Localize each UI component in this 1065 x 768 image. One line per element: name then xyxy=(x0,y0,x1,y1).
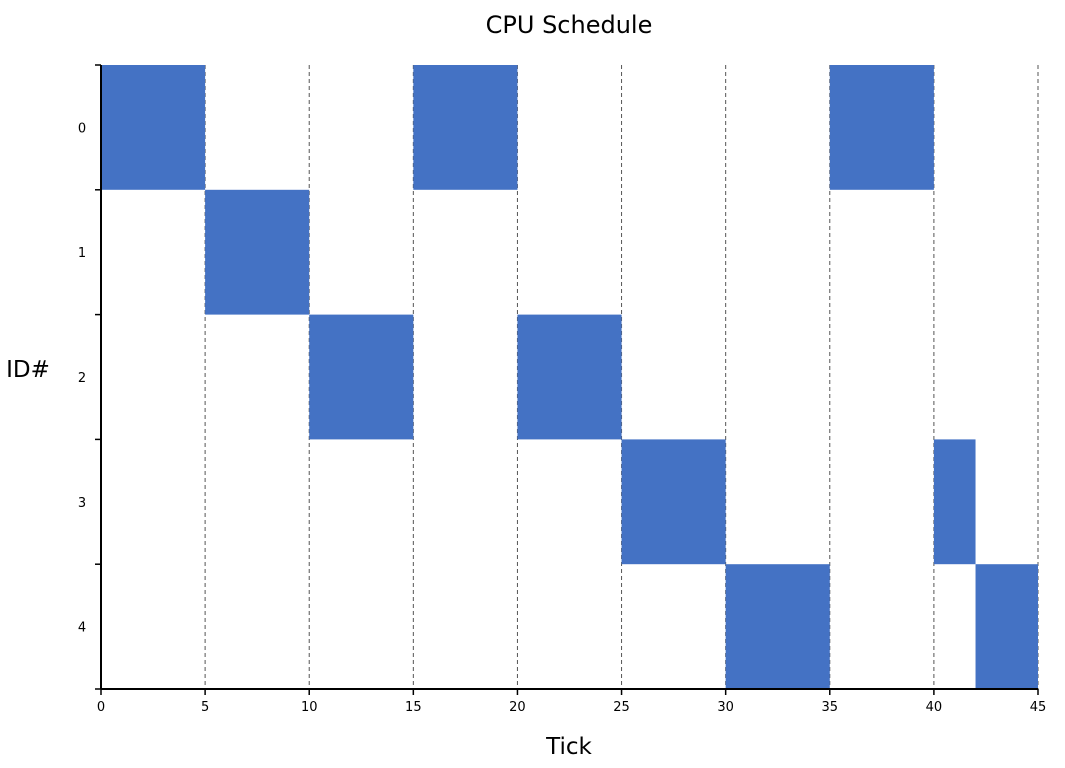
bar-segment-9 xyxy=(975,564,1038,689)
bar-segment-3 xyxy=(413,65,518,190)
y-tick-label-3: 3 xyxy=(78,496,86,511)
x-tick-label-5: 5 xyxy=(201,700,209,715)
x-tick-label-10: 10 xyxy=(301,700,318,715)
bar-segment-0 xyxy=(101,65,206,190)
x-tick-label-40: 40 xyxy=(926,700,943,715)
chart-title: CPU Schedule xyxy=(486,11,653,39)
bar-segment-8 xyxy=(933,439,976,565)
y-axis-label: ID# xyxy=(6,357,50,383)
x-tick-label-45: 45 xyxy=(1030,700,1047,715)
y-tick-label-2: 2 xyxy=(78,371,86,386)
y-tick-label-0: 0 xyxy=(78,121,86,136)
x-tick-label-0: 0 xyxy=(97,700,105,715)
bar-segment-4 xyxy=(517,314,622,440)
x-tick-label-20: 20 xyxy=(509,700,526,715)
y-tick-label-4: 4 xyxy=(78,621,86,636)
bar-segment-1 xyxy=(205,189,310,315)
x-tick-label-30: 30 xyxy=(717,700,734,715)
bar-segment-5 xyxy=(621,439,726,565)
bar-segment-7 xyxy=(829,65,934,190)
x-tick-label-15: 15 xyxy=(405,700,422,715)
y-tick-label-1: 1 xyxy=(78,246,86,261)
bar-segment-6 xyxy=(725,564,830,689)
x-tick-label-25: 25 xyxy=(613,700,630,715)
schedule-bars xyxy=(101,65,1038,689)
axes xyxy=(95,64,1039,695)
x-tick-label-35: 35 xyxy=(822,700,839,715)
x-axis-label: Tick xyxy=(545,734,592,760)
bar-segment-2 xyxy=(309,314,414,440)
